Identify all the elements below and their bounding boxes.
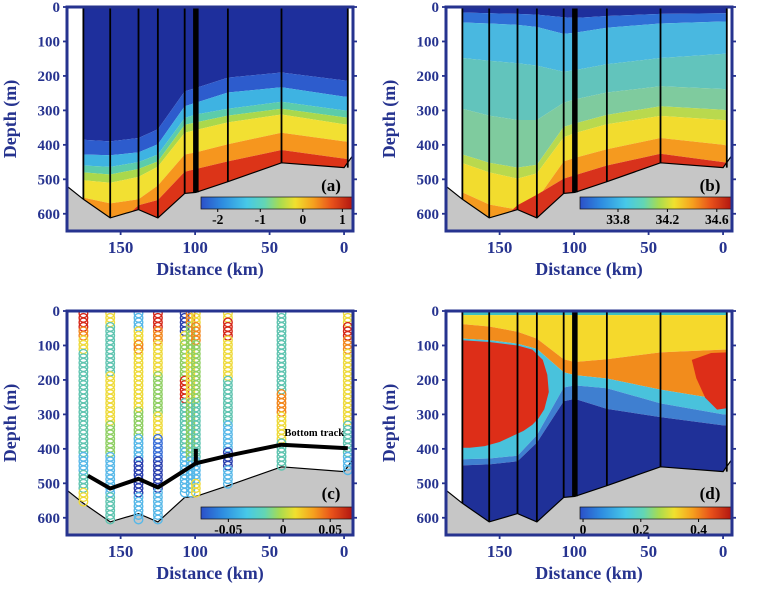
x-tick-label: 0: [340, 238, 349, 257]
x-tick-label: 150: [108, 542, 134, 561]
colorbar-tick-label: 0: [299, 212, 306, 227]
panel-letter-d: (d): [700, 484, 721, 503]
x-tick-label: 150: [108, 238, 134, 257]
y-tick-label: 300: [38, 407, 61, 423]
x-tick-label: 100: [182, 542, 208, 561]
y-tick-label: 0: [53, 304, 61, 320]
bottom-track-c: Bottom track: [86, 428, 348, 491]
x-tick-label: 50: [261, 542, 278, 561]
colorbar-tick-label: 0: [280, 522, 287, 537]
y-tick-label: 0: [432, 0, 440, 16]
colorbar-tick-label: -1: [255, 212, 266, 227]
colorbar-tick-label: 34.2: [656, 212, 680, 227]
y-tick-label: 500: [38, 172, 61, 188]
y-tick-label: 500: [417, 476, 440, 492]
x-tick-label: 100: [561, 542, 587, 561]
x-tick-label: 0: [719, 238, 728, 257]
colorbar-tick-label: 0: [580, 522, 587, 537]
y-tick-label: 200: [417, 373, 440, 389]
x-tick-label: 0: [719, 542, 728, 561]
panel-letter-b: (b): [700, 176, 721, 195]
colorbar-tick-label: 34.6: [705, 212, 729, 227]
section-plot-c: Bottom track-0.05 0 0.05(c)010020030040050…: [0, 304, 357, 584]
y-tick-label: 400: [417, 138, 440, 154]
y-tick-label: 600: [417, 207, 440, 223]
colorbar-tick-label: -0.05: [214, 522, 242, 537]
y-tick-label: 400: [38, 138, 61, 154]
y-tick-label: 200: [38, 69, 61, 85]
plot-frame-c: [65, 309, 355, 537]
plot-frame-b: [444, 5, 734, 233]
x-axis-title-d: Distance (km): [535, 563, 642, 584]
y-tick-label: 400: [417, 442, 440, 458]
colorbar-tick-label: -2: [212, 212, 223, 227]
y-tick-label: 0: [53, 0, 61, 16]
bathymetry-a: [67, 155, 353, 231]
colorbar-tick-label: 0.05: [318, 522, 342, 537]
colorbar-tick-label: 0.2: [632, 522, 649, 537]
colorbar-c: -0.05 0 0.05: [200, 506, 354, 537]
panel-a: -2 -1 0 1 (a) 0 100 200 300 400 500 600 150 100 50 0 Dis…: [0, 0, 380, 300]
panel-b: 33.8 34.2 34.6 (b) 0 100 200 300 400 500 600 150 100…: [379, 0, 759, 300]
x-tick-label: 50: [640, 238, 657, 257]
y-tick-label: 500: [417, 172, 440, 188]
x-axis-title-b: Distance (km): [535, 259, 642, 280]
plot-frame-a: [65, 5, 355, 233]
x-tick-label: 100: [182, 238, 208, 257]
x-tick-label: 0: [340, 542, 349, 561]
x-axis-title-c: Distance (km): [156, 563, 263, 584]
x-tick-label: 100: [561, 238, 587, 257]
y-tick-label: 100: [417, 338, 440, 354]
y-tick-label: 600: [417, 511, 440, 527]
plot-frame-d: [444, 309, 734, 537]
y-tick-label: 300: [417, 103, 440, 119]
y-tick-label: 200: [38, 373, 61, 389]
y-tick-label: 0: [432, 304, 440, 320]
y-tick-label: 100: [38, 338, 61, 354]
bathymetry-b: [446, 155, 732, 231]
panel-letter-a: (a): [321, 176, 341, 195]
y-tick-label: 600: [38, 207, 61, 223]
panel-c: Bottom track -0.05 0 0.05 (c) 0 100 200 300 400 50…: [0, 300, 380, 600]
colorbar-tick-label: 1: [339, 212, 346, 227]
y-axis-title-b: Depth (m): [379, 80, 400, 159]
y-tick-label: 300: [417, 407, 440, 423]
y-axis-title-d: Depth (m): [379, 384, 400, 463]
y-tick-label: 300: [38, 103, 61, 119]
panel-letter-c: (c): [322, 484, 341, 503]
x-tick-label: 50: [261, 238, 278, 257]
y-tick-label: 100: [38, 34, 61, 50]
y-axis-title-a: Depth (m): [0, 80, 21, 159]
x-tick-label: 50: [640, 542, 657, 561]
station-lines-a: [82, 7, 349, 218]
colorbar-tick-label: 33.8: [606, 212, 630, 227]
colorbar-a: -2 -1 0 1: [200, 196, 354, 227]
x-tick-label: 150: [487, 238, 513, 257]
y-tick-label: 500: [38, 476, 61, 492]
colorbar-tick-label: 0.4: [690, 522, 707, 537]
x-tick-label: 150: [487, 542, 513, 561]
y-tick-label: 600: [38, 511, 61, 527]
y-tick-label: 400: [38, 442, 61, 458]
profile-circles-c: [78, 311, 353, 525]
y-tick-label: 200: [417, 69, 440, 85]
station-lines-d: [461, 311, 728, 522]
panel-d: 0 0.2 0.4 (d) 0 100 200 300 400 500 600 150 100 50 0 Di…: [379, 300, 759, 600]
station-lines-b: [461, 7, 728, 218]
y-tick-label: 100: [417, 34, 440, 50]
bottom-track-label: Bottom track: [284, 428, 344, 439]
x-axis-title-a: Distance (km): [156, 259, 263, 280]
y-axis-title-c: Depth (m): [0, 384, 21, 463]
